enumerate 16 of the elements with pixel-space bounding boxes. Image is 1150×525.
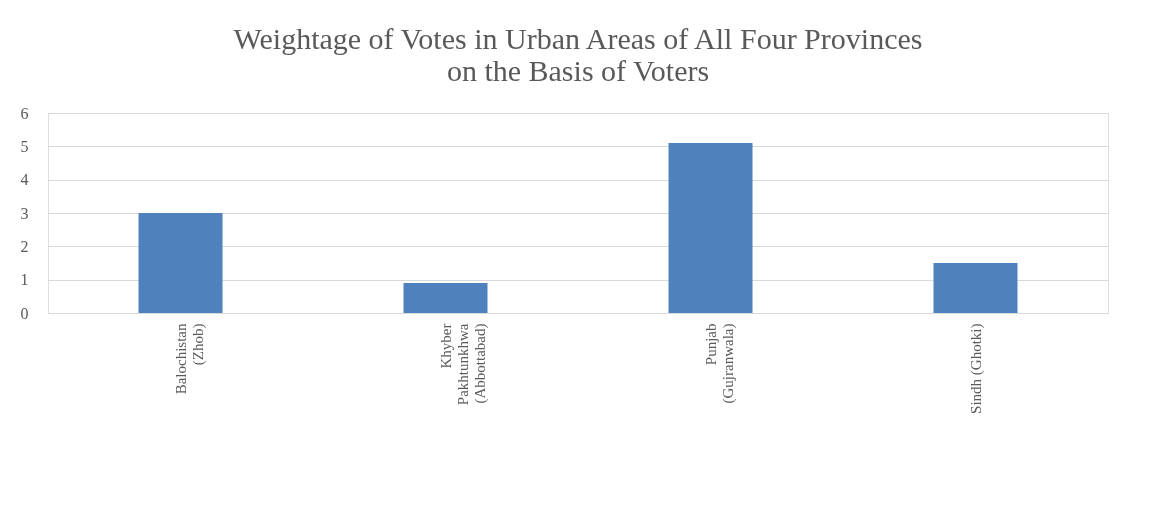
bar (138, 213, 223, 313)
y-tick-label: 2 (20, 237, 29, 255)
x-tick-label: Khyber Pakhtunkhwa (Abbottabad) (437, 323, 489, 406)
y-tick-label: 0 (20, 304, 29, 322)
y-tick-label: 4 (20, 171, 29, 189)
y-tick-label: 6 (20, 104, 29, 122)
chart-title: Weightage of Votes in Urban Areas of All Four Provinces on the Basis of Voters (233, 22, 923, 87)
x-tick-label: Sindh (Ghotki) (967, 323, 985, 414)
bar (403, 283, 488, 313)
bar (933, 263, 1018, 313)
x-tick-label: Punjab (Gujranwala) (702, 323, 737, 404)
bar (668, 143, 753, 313)
y-tick-label: 3 (20, 204, 29, 222)
x-tick-label: Balochistan (Zhob) (172, 323, 207, 395)
y-tick-label: 1 (20, 271, 29, 289)
y-tick-label: 5 (20, 137, 29, 155)
